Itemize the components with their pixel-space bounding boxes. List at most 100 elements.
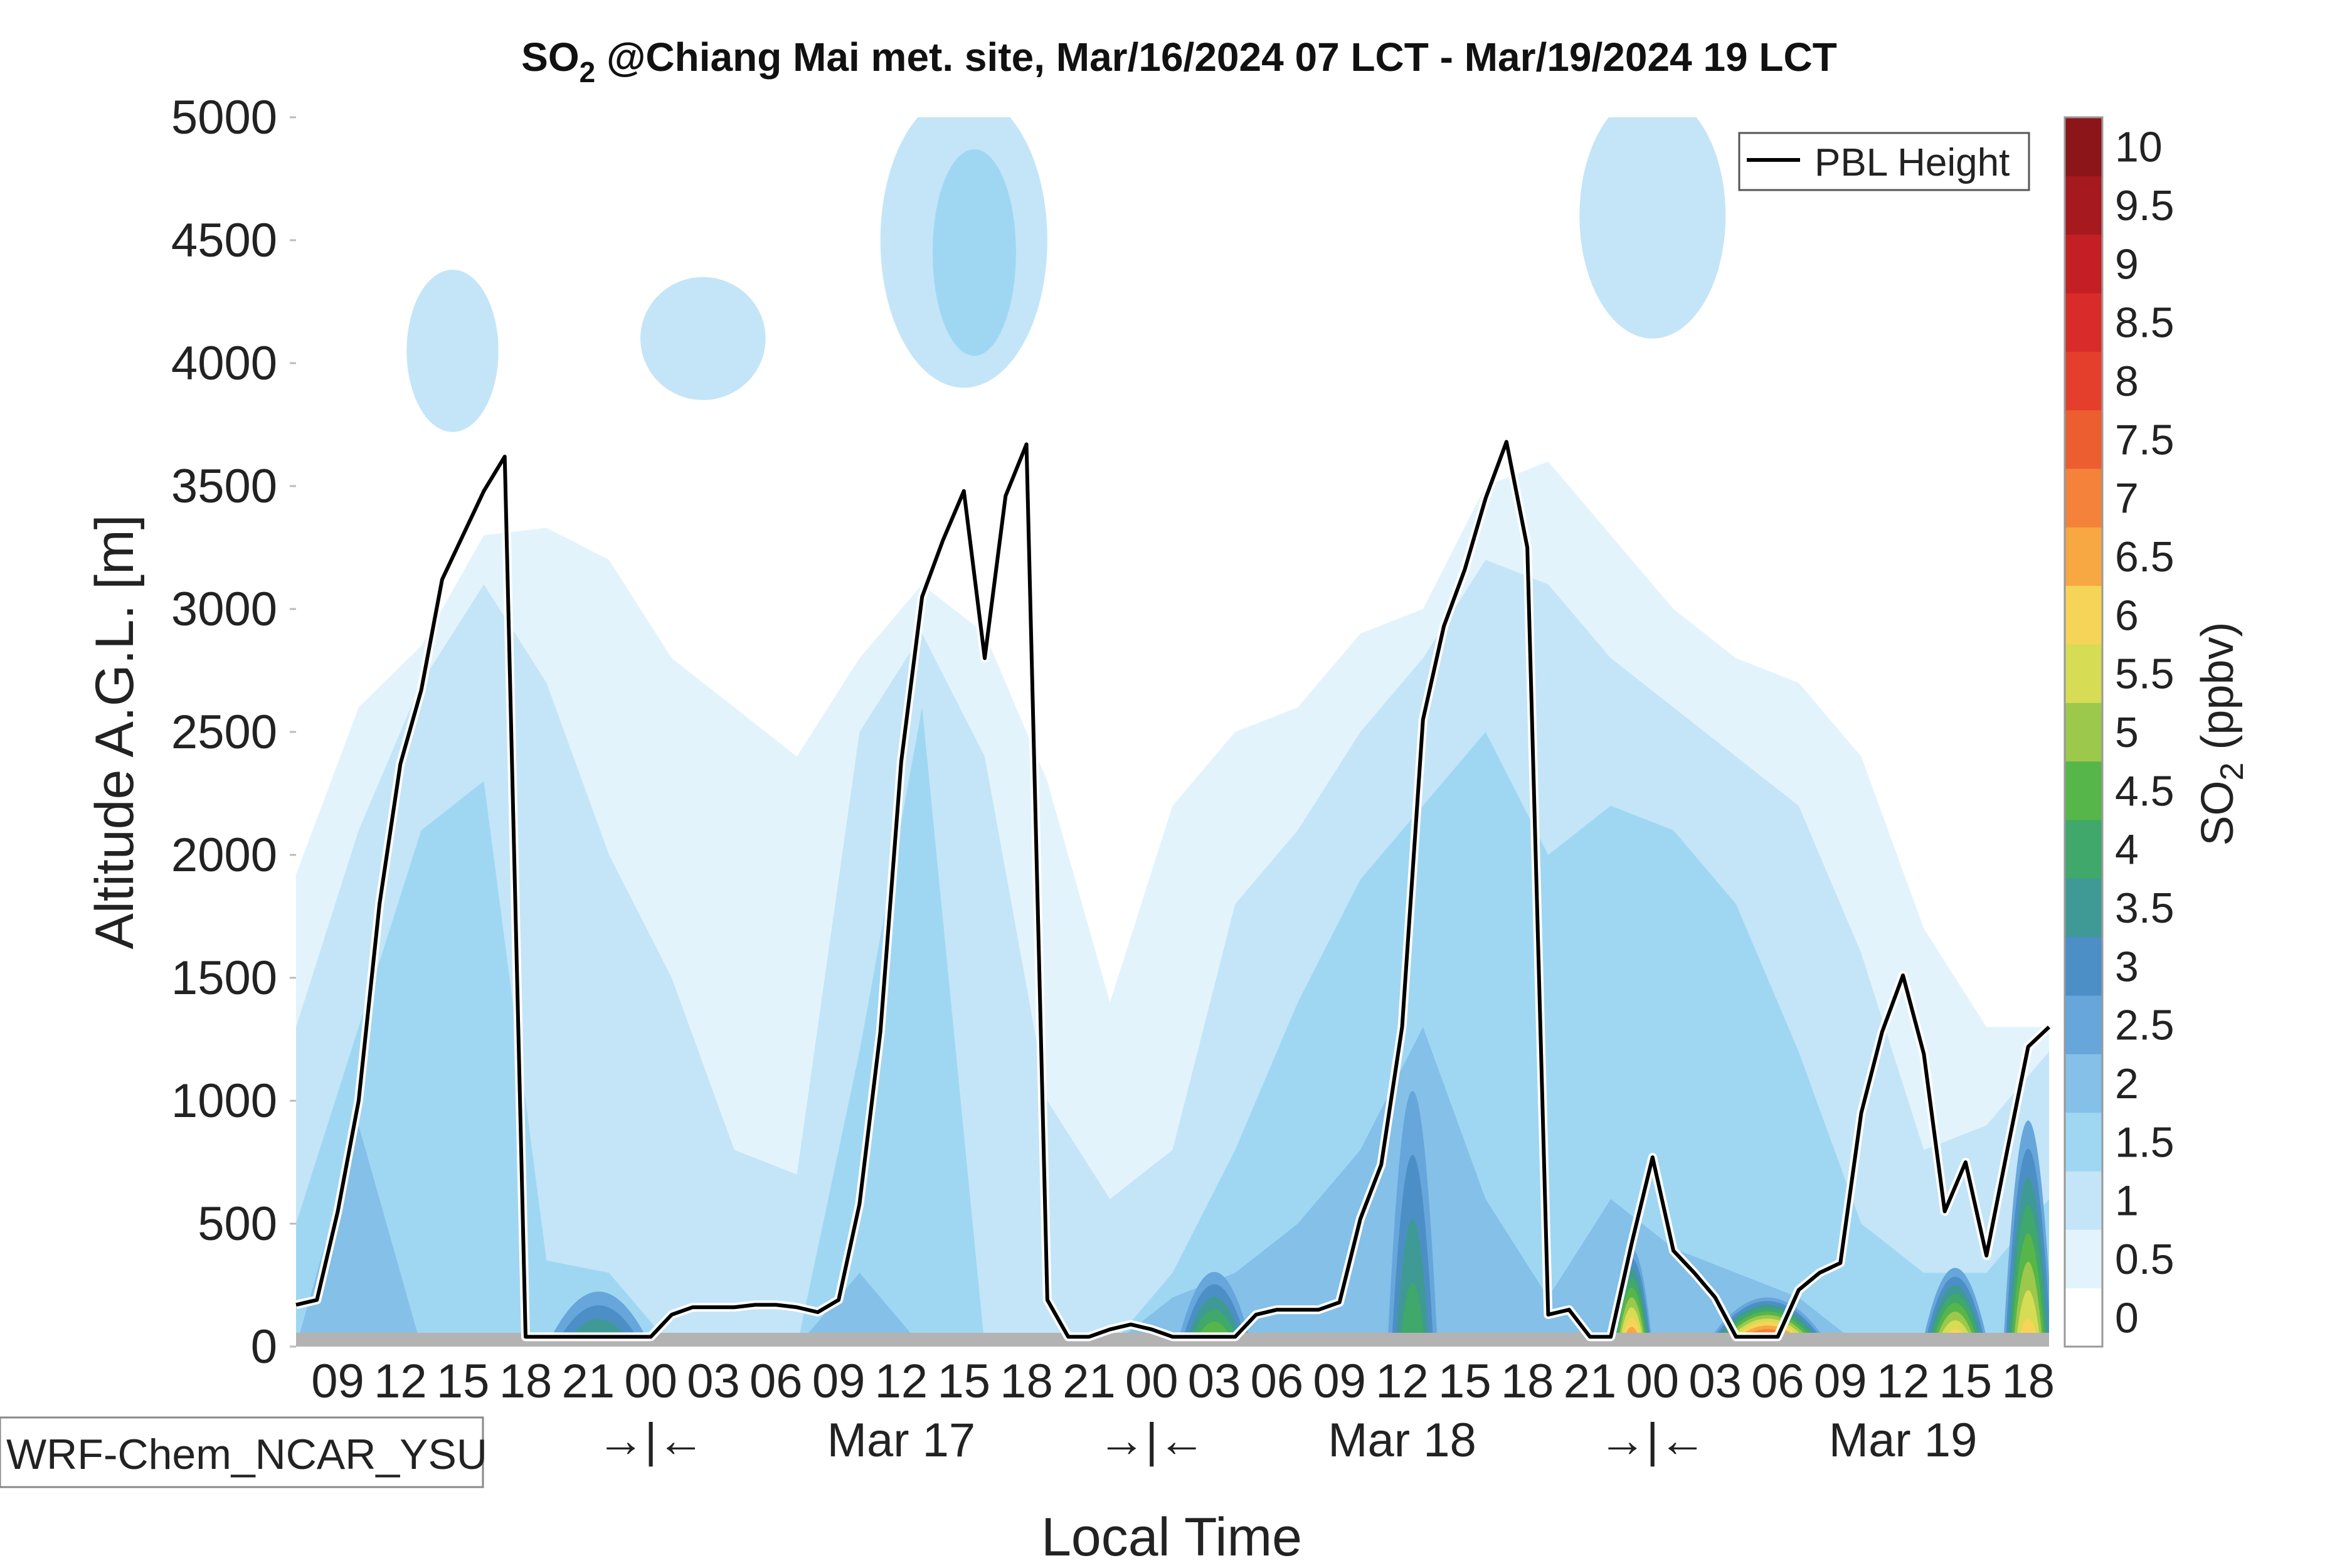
y-tick-label: 1500 — [171, 951, 277, 1005]
colorbar-segment — [2065, 644, 2102, 703]
x-tick-label: 06 — [1251, 1355, 1304, 1408]
x-tick-label: 21 — [1062, 1355, 1116, 1408]
colorbar-tick-label: 8.5 — [2115, 299, 2175, 347]
x-tick-label: 09 — [1313, 1355, 1366, 1408]
legend-label: PBL Height — [1814, 141, 2010, 184]
surface-hotspot-2-step-3 — [1399, 1283, 1426, 1347]
x-tick-label: 00 — [624, 1355, 677, 1408]
x-tick-label: 15 — [937, 1355, 990, 1408]
colorbar-tick-label: 5.5 — [2115, 650, 2175, 698]
colorbar-tick-label: 7.5 — [2115, 416, 2175, 464]
y-tick-label: 0 — [251, 1320, 277, 1374]
colorbar-tick-label: 6 — [2115, 591, 2139, 639]
colorbar-segment — [2065, 878, 2102, 938]
upper-plume-3 — [932, 149, 1016, 356]
x-tick-label: 18 — [499, 1355, 553, 1408]
colorbar-segment — [2065, 410, 2102, 469]
x-tick-label: 21 — [1564, 1355, 1617, 1408]
colorbar-tick-label: 3 — [2115, 943, 2139, 990]
colorbar-tick-label: 0.5 — [2115, 1236, 2175, 1283]
x-day-marker: Mar 19 — [1829, 1414, 1978, 1467]
x-tick-label: 18 — [1501, 1355, 1554, 1408]
colorbar-segment — [2065, 761, 2102, 820]
colorbar-tick-label: 1.5 — [2115, 1118, 2175, 1166]
x-tick-label: 12 — [1877, 1355, 1930, 1408]
colorbar-segment — [2065, 1288, 2102, 1347]
model-label-box — [0, 1416, 484, 1488]
x-tick-label: 21 — [562, 1355, 615, 1408]
colorbar-tick-label: 2.5 — [2115, 1002, 2175, 1049]
x-tick-label: 12 — [374, 1355, 427, 1408]
colorbar-tick-label: 2 — [2115, 1060, 2139, 1108]
colorbar-segment — [2065, 702, 2102, 762]
chart-title: SO2 @Chiang Mai met. site, Mar/16/2024 0… — [521, 34, 1837, 88]
y-tick-label: 5000 — [171, 91, 277, 144]
x-tick-label: 15 — [1939, 1355, 1993, 1408]
colorbar-tick-label: 5 — [2115, 709, 2139, 756]
x-axis: 09 12 15 18 21 00 03 06 09 12 15 18 21 00 03 06 09 12 15 18… — [311, 1355, 2055, 1467]
x-day-marker: →|← — [1098, 1414, 1205, 1467]
upper-plume-4 — [1579, 117, 1726, 339]
y-axis-label: Altitude A.G.L. [m] — [85, 514, 145, 949]
x-tick-label: 03 — [1688, 1355, 1742, 1408]
x-tick-label: 15 — [437, 1355, 490, 1408]
colorbar-segment — [2065, 1229, 2102, 1289]
colorbar: 0 0.5 1 1.5 2 2.5 3 3.5 4 4.5 5 5.5 6 6.5 7 7.5 8 8.5 9 9.5… — [2063, 116, 2175, 1348]
y-tick-label: 4000 — [171, 337, 277, 390]
colorbar-segment — [2065, 117, 2102, 176]
x-axis-label: Local Time — [1041, 1507, 1302, 1567]
colorbar-tick-label: 8 — [2115, 358, 2139, 405]
colorbar-segment — [2065, 995, 2102, 1054]
so2-band-level-3 — [296, 707, 2049, 1347]
colorbar-tick-label: 9 — [2115, 240, 2139, 288]
x-tick-label: 15 — [1438, 1355, 1491, 1408]
colorbar-segment — [2065, 234, 2102, 294]
colorbar-segment — [2065, 1112, 2102, 1172]
colorbar-tick-label: 4.5 — [2115, 767, 2175, 815]
colorbar-segment — [2065, 351, 2102, 411]
colorbar-segment — [2065, 469, 2102, 527]
colorbar-frame — [2063, 116, 2104, 1348]
x-tick-label: 06 — [750, 1355, 803, 1408]
colorbar-label: SO2 (ppbv) — [2193, 622, 2250, 845]
x-tick-label: 09 — [311, 1355, 364, 1408]
colorbar-segment — [2065, 936, 2102, 996]
y-tick-label: 2500 — [171, 706, 277, 759]
colorbar-tick-label: 10 — [2115, 124, 2163, 171]
colorbar-tick-label: 9.5 — [2115, 182, 2175, 230]
colorbar-segment — [2065, 585, 2102, 645]
x-tick-label: 18 — [1000, 1355, 1053, 1408]
x-tick-label: 00 — [1125, 1355, 1179, 1408]
x-day-marker: →|← — [1599, 1414, 1707, 1467]
so2-contour-field — [296, 117, 2049, 1347]
colorbar-tick-label: 4 — [2115, 826, 2139, 874]
colorbar-segment — [2065, 176, 2102, 235]
y-axis: 0 500 1000 1500 2000 2500 3000 3500 4000 4500 5000 — [171, 91, 296, 1374]
upper-plume-1 — [640, 277, 766, 400]
x-tick-label: 12 — [1375, 1355, 1429, 1408]
x-tick-label: 00 — [1626, 1355, 1680, 1408]
colorbar-tick-label: 1 — [2115, 1177, 2139, 1225]
colorbar-segment — [2065, 1054, 2102, 1113]
y-tick-label: 2000 — [171, 829, 277, 882]
legend: PBL Height — [1738, 132, 2030, 191]
upper-plume-0 — [406, 270, 499, 432]
x-tick-label: 03 — [687, 1355, 740, 1408]
so2-band-level-4 — [296, 1027, 2049, 1347]
x-tick-label: 03 — [1188, 1355, 1241, 1408]
colorbar-tick-label: 6.5 — [2115, 533, 2175, 581]
x-day-marker: Mar 18 — [1328, 1414, 1476, 1467]
x-tick-label: 09 — [812, 1355, 866, 1408]
y-tick-label: 3000 — [171, 583, 277, 636]
x-tick-label: 12 — [875, 1355, 928, 1408]
x-tick-label: 18 — [2001, 1355, 2055, 1408]
y-tick-label: 1000 — [171, 1074, 277, 1128]
colorbar-tick-label: 3.5 — [2115, 884, 2175, 932]
x-day-marker: →|← — [597, 1414, 705, 1467]
y-tick-label: 3500 — [171, 460, 277, 513]
x-day-marker: Mar 17 — [827, 1414, 976, 1467]
colorbar-tick-label: 0 — [2115, 1294, 2139, 1342]
x-tick-label: 06 — [1751, 1355, 1804, 1408]
colorbar-segment — [2065, 527, 2102, 586]
